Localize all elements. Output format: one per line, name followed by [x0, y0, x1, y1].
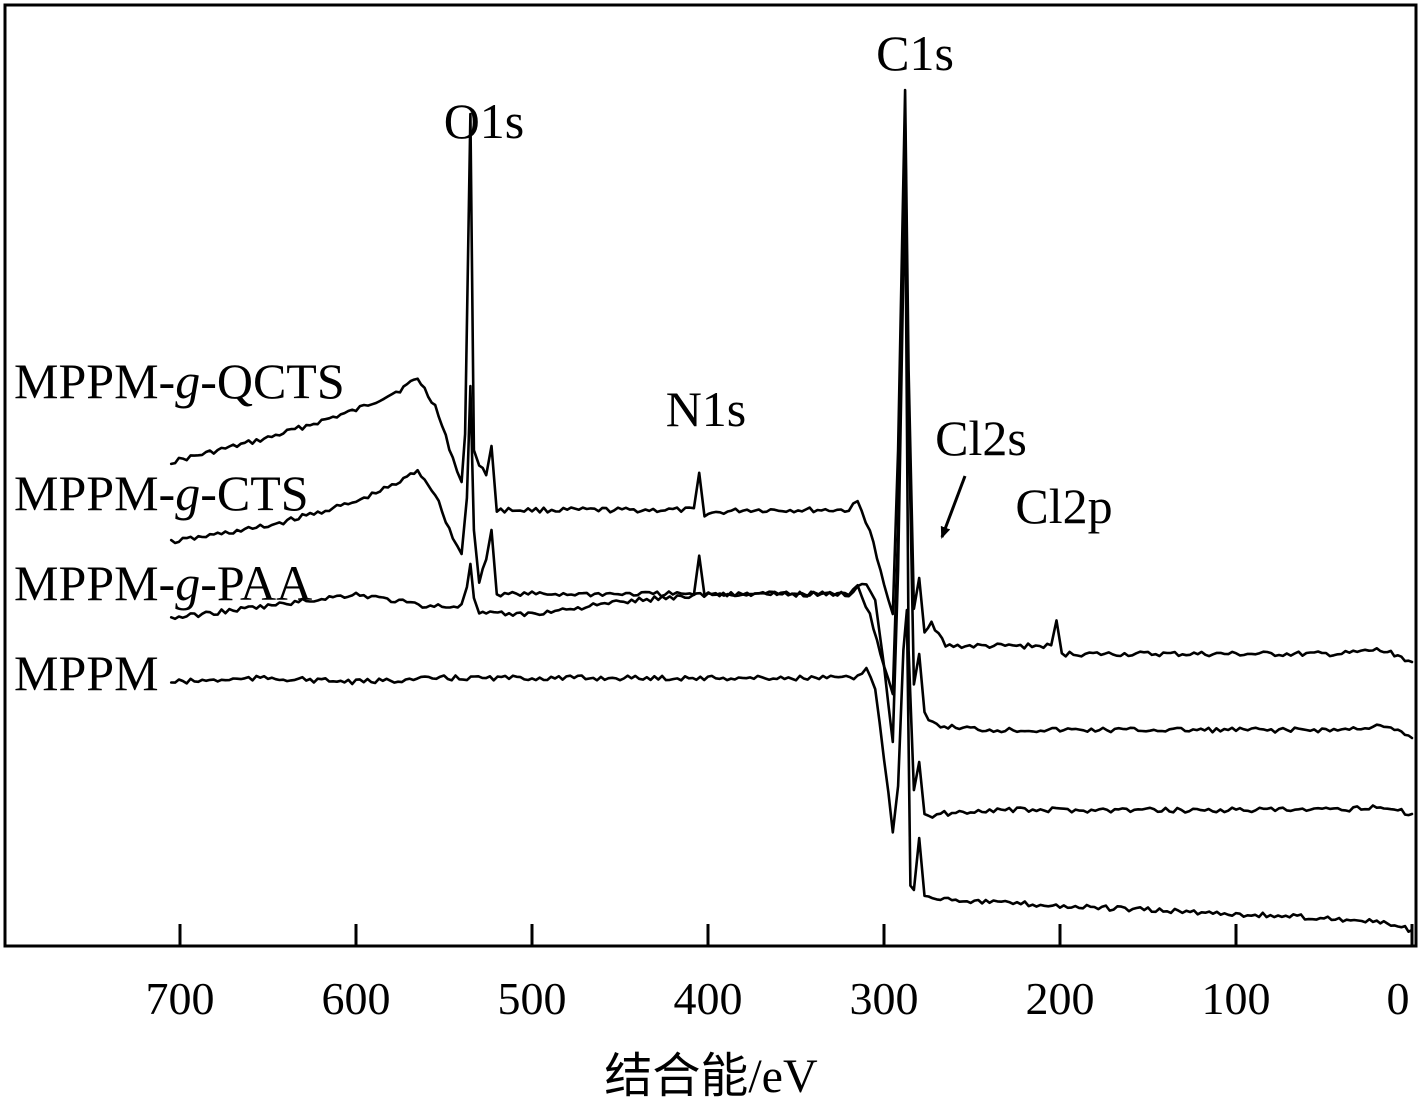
- peak-annotations: C1s O1s N1s Cl2s Cl2p: [444, 25, 1113, 539]
- x-tick-label-500: 500: [498, 973, 567, 1024]
- annotation-cl2p: Cl2p: [1015, 478, 1112, 534]
- x-tick-label-100: 100: [1202, 973, 1271, 1024]
- x-axis-label: 结合能/eV: [604, 1050, 818, 1103]
- x-tick-label-300: 300: [850, 973, 919, 1024]
- x-tick-label-0: 0: [1387, 973, 1410, 1024]
- series-label-2: MPPM-g-CTS: [14, 465, 309, 521]
- trace-3: [169, 168, 1414, 819]
- annotation-o1s: O1s: [444, 93, 525, 149]
- series-labels: MPPM-g-QCTS MPPM-g-CTS MPPM-g-PAA MPPM: [14, 353, 345, 701]
- series-label-3: MPPM-g-PAA: [14, 555, 312, 611]
- plot-frame: [3, 3, 1418, 948]
- series-label-1: MPPM-g-QCTS: [14, 353, 345, 409]
- annotation-n1s: N1s: [666, 381, 747, 437]
- trace-2: [169, 112, 1414, 740]
- series-label-4: MPPM: [14, 645, 159, 701]
- trace-4: [169, 608, 1414, 933]
- spectrum-traces: [169, 88, 1414, 933]
- annotation-cl2s: Cl2s: [935, 410, 1027, 466]
- x-axis-ticks: 700 600 500 400 300 200 100 0: [146, 924, 1414, 1024]
- x-tick-label-400: 400: [674, 973, 743, 1024]
- trace-1: [169, 88, 1414, 664]
- x-tick-label-600: 600: [322, 973, 391, 1024]
- x-tick-label-200: 200: [1026, 973, 1095, 1024]
- annotation-c1s: C1s: [876, 25, 954, 81]
- x-tick-label-700: 700: [146, 973, 215, 1024]
- annotation-arrow-cl2s: [940, 475, 967, 539]
